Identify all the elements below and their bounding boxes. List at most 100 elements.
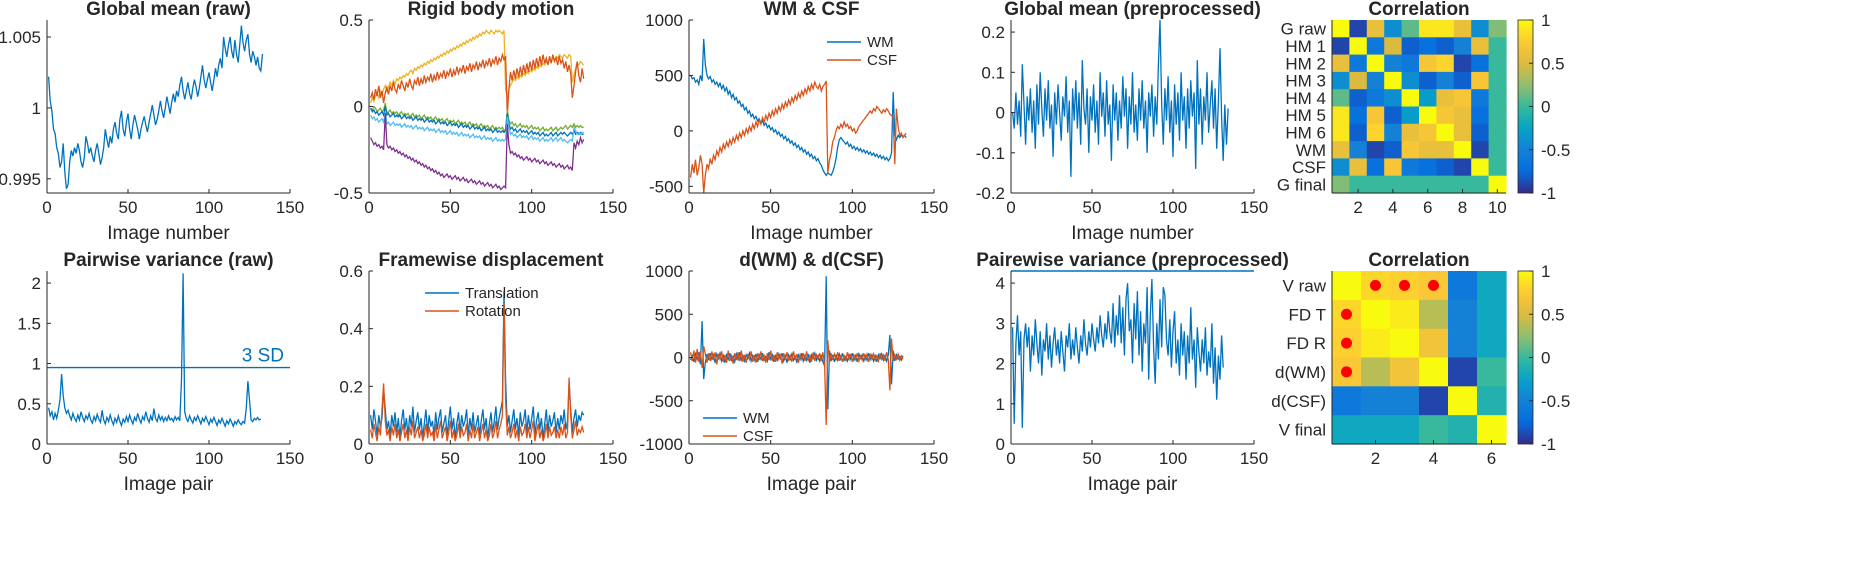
x-tick-label: 150 (920, 449, 948, 468)
series-line-1 (47, 273, 262, 429)
x-tick-label: 50 (119, 449, 138, 468)
heatmap-cell (1436, 20, 1455, 38)
heatmap-cell (1419, 141, 1437, 159)
heatmap-cell (1471, 175, 1490, 194)
heatmap-cell (1477, 357, 1507, 387)
heatmap-cell (1366, 158, 1385, 177)
heatmap-cell (1349, 158, 1368, 177)
heatmap-cell (1436, 106, 1455, 125)
x-tick-label: 100 (838, 449, 866, 468)
y-tick-label: 0 (674, 122, 683, 141)
row-label: V raw (1283, 276, 1327, 295)
heatmap-cell (1419, 415, 1449, 445)
heatmap-cell (1401, 54, 1420, 73)
series-line-csf (689, 338, 904, 426)
heatmap-cell (1477, 328, 1507, 359)
heatmap-cell (1366, 123, 1385, 142)
heatmap-cell (1436, 123, 1455, 142)
heatmap-cell (1390, 299, 1420, 330)
heatmap-cell (1488, 123, 1507, 142)
chart-p10: Correlation V raw FD T FD R d(WM) d(CSF) V fin… (1271, 250, 1570, 468)
x-tick-label: 0 (42, 198, 51, 217)
x-tick-label: 100 (517, 198, 545, 217)
x-tick-label: 50 (441, 449, 460, 468)
x-tick-label: 6 (1487, 449, 1496, 468)
x-tick-label: 100 (1159, 449, 1187, 468)
series-line-translation (369, 291, 585, 439)
heatmap-cell (1448, 299, 1478, 330)
legend-label: CSF (867, 52, 897, 69)
y-tick-label: 500 (655, 66, 683, 85)
threshold-label: 3 SD (242, 346, 284, 367)
heatmap-cell (1488, 106, 1507, 125)
row-label: HM 6 (1285, 123, 1326, 142)
chart-p7: Framewise displacement 0 50 100 150 0 0.2 0.4 0.… (339, 250, 627, 468)
x-tick-label: 0 (1006, 449, 1015, 468)
chart-p6: Pairwise variance (raw) 3 SD 0 50 100 150 0 0.5… (17, 250, 304, 495)
heatmap-cell (1384, 54, 1403, 73)
x-tick-label: 100 (517, 449, 545, 468)
heatmap-cell (1332, 415, 1362, 445)
heatmap-cell (1477, 271, 1507, 301)
row-label: FD T (1289, 305, 1326, 324)
heatmap-cell (1448, 357, 1478, 387)
significance-marker (1399, 279, 1410, 291)
colorbar-tick-label: 0.5 (1541, 54, 1565, 73)
heatmap-cell (1419, 299, 1449, 330)
heatmap-cell (1384, 106, 1403, 125)
x-tick-label: 150 (1240, 198, 1268, 217)
heatmap-cell (1401, 37, 1420, 56)
heatmap-cell (1453, 106, 1472, 125)
heatmap-cell (1453, 123, 1472, 142)
legend-label: WM (743, 410, 770, 427)
heatmap-cell (1477, 386, 1507, 416)
y-tick-label: 1.5 (17, 314, 41, 333)
heatmap-cell (1384, 123, 1403, 142)
x-tick-label: 50 (441, 198, 460, 217)
heatmap-cell (1488, 175, 1507, 194)
row-label: WM (1296, 141, 1326, 160)
y-tick-label: 2 (996, 355, 1005, 374)
heatmap-cell (1488, 89, 1507, 108)
series-line-1 (1011, 20, 1229, 177)
heatmap-cell (1366, 37, 1385, 56)
heatmap-cell (1390, 415, 1420, 445)
heatmap-cell (1349, 89, 1368, 108)
heatmap-cell (1453, 141, 1472, 159)
x-axis-label: Image pair (124, 474, 214, 495)
row-label: d(WM) (1275, 363, 1326, 382)
heatmap-cell (1471, 141, 1490, 159)
heatmap-cell (1349, 175, 1368, 194)
y-tick-label: 0.5 (339, 11, 363, 30)
row-label: HM 2 (1285, 54, 1326, 73)
colorbar-tick-label: -1 (1541, 184, 1556, 203)
y-tick-label: -500 (649, 392, 683, 411)
heatmap-cell (1419, 71, 1437, 90)
x-tick-label: 50 (1083, 449, 1102, 468)
heatmap-cell (1384, 20, 1403, 38)
x-axis-label: Image pair (1088, 474, 1178, 495)
x-axis-label: Image number (750, 223, 873, 244)
colorbar-tick-label: -0.5 (1541, 141, 1570, 160)
row-label: FD R (1286, 334, 1326, 353)
heatmap-cell (1471, 89, 1490, 108)
x-tick-label: 8 (1458, 198, 1467, 217)
legend-label: Translation (465, 285, 539, 302)
x-tick-label: 50 (761, 198, 780, 217)
x-tick-label: 150 (1240, 449, 1268, 468)
series-line-6 (370, 113, 585, 191)
heatmap-cell (1384, 71, 1403, 90)
heatmap-cell (1453, 89, 1472, 108)
y-tick-label: 1 (32, 99, 41, 118)
heatmap-cell (1366, 54, 1385, 73)
heatmap-cell (1401, 141, 1420, 159)
heatmap-cell (1436, 141, 1455, 159)
heatmap-cell (1419, 158, 1437, 177)
y-tick-label: -500 (649, 177, 683, 196)
heatmap-cell (1488, 158, 1507, 177)
x-tick-label: 0 (684, 198, 693, 217)
heatmap-cell (1349, 71, 1368, 90)
y-tick-label: 3 (996, 314, 1005, 333)
series-line-rotation (369, 302, 585, 442)
